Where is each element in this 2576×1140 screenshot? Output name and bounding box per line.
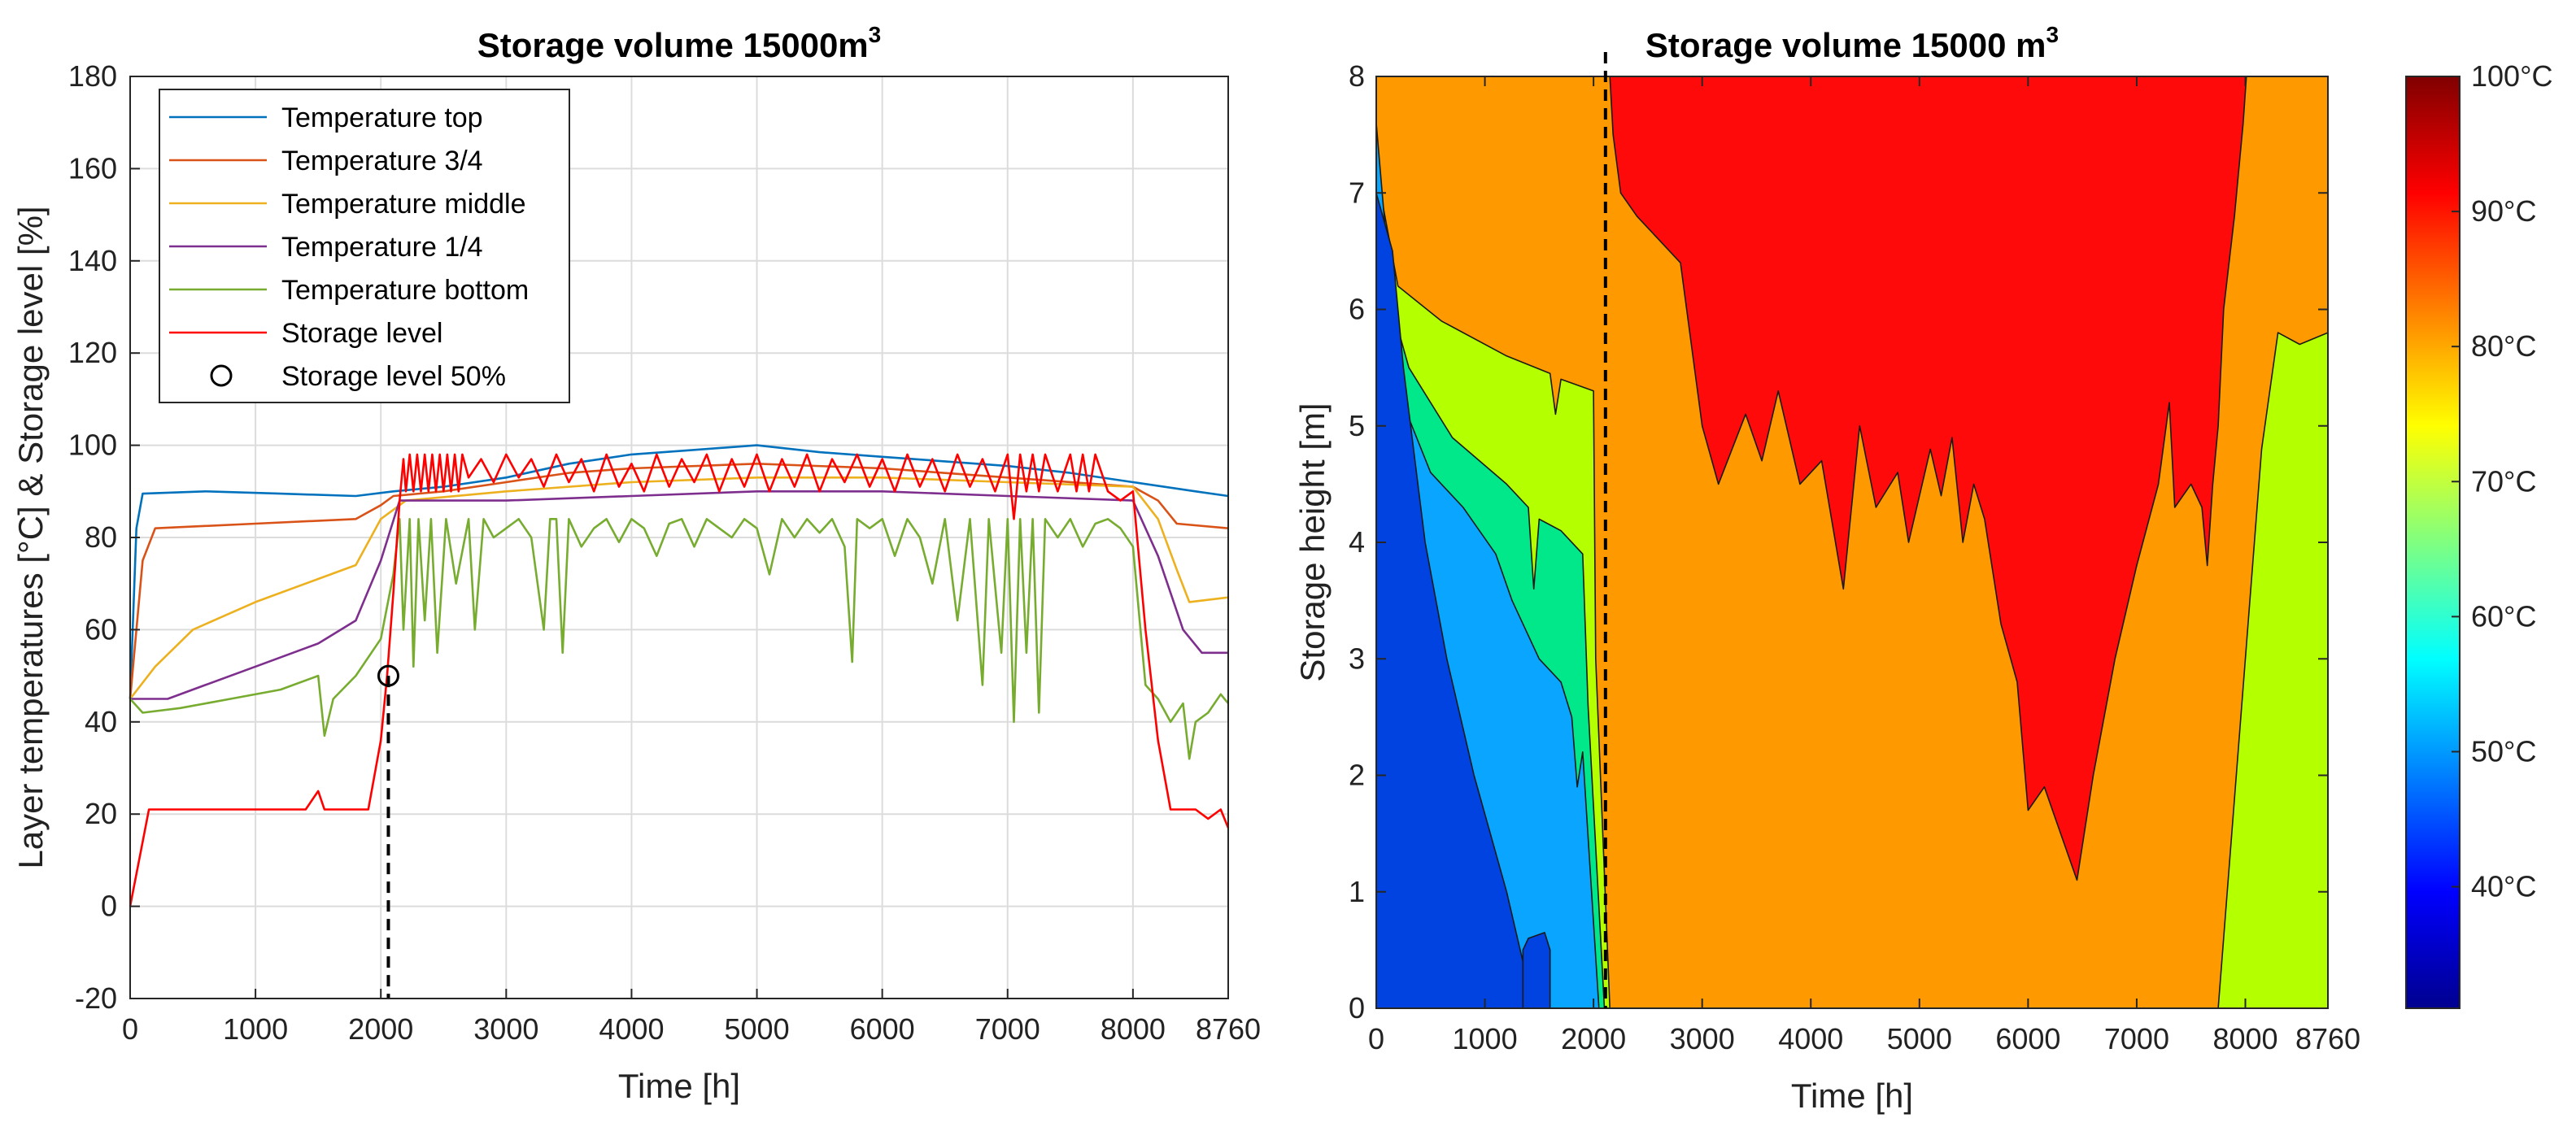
legend-label: Storage level 50% xyxy=(281,361,506,392)
legend-label: Temperature 1/4 xyxy=(281,232,483,263)
left-x-tick-label: 1000 xyxy=(223,1012,288,1046)
left-x-tick-label: 5000 xyxy=(725,1012,790,1046)
left-y-tick-label: 100 xyxy=(68,429,117,462)
series-line-temperature-3-4 xyxy=(129,463,1229,699)
legend-marker xyxy=(210,364,233,387)
right-y-tick-label: 6 xyxy=(1349,293,1365,326)
contour-region-40 xyxy=(1522,932,1551,1008)
series-line-temperature-middle xyxy=(129,476,1229,700)
colorbar-tick-label: 50°C xyxy=(2471,734,2536,768)
right-x-axis-label: Time [h] xyxy=(1791,1077,1913,1115)
right-y-tick-label: 8 xyxy=(1349,59,1365,93)
right-y-tick-label: 5 xyxy=(1349,409,1365,442)
left-y-tick-label: 140 xyxy=(68,244,117,277)
legend-label: Temperature 3/4 xyxy=(281,146,483,176)
colorbar-tick-label: 60°C xyxy=(2471,599,2536,633)
right-y-tick-label: 2 xyxy=(1349,759,1365,792)
left-y-tick-label: 120 xyxy=(68,336,117,369)
left-chart-title: Storage volume 15000m3 xyxy=(477,22,881,64)
right-y-axis-label: Storage height [m] xyxy=(1293,402,1332,681)
left-x-tick-label: 2000 xyxy=(348,1012,413,1046)
left-x-axis-label: Time [h] xyxy=(618,1067,740,1105)
series-line-temperature-1-4 xyxy=(130,490,1228,700)
right-y-tick-label: 3 xyxy=(1349,642,1365,675)
right-x-tick-label: 2000 xyxy=(1561,1022,1626,1055)
colorbar-tick-label: 40°C xyxy=(2471,870,2536,903)
right-chart-title: Storage volume 15000 m3 xyxy=(1645,22,2059,64)
right-x-ticks: 0 1000 2000 3000 4000 5000 6000 7000 8000 8760 xyxy=(1368,76,2360,1055)
right-chart: 0 1000 2000 3000 4000 5000 6000 7000 8000 8760 0 1… xyxy=(1293,22,2552,1115)
left-y-tick-label: 0 xyxy=(101,890,117,923)
legend-label: Temperature bottom xyxy=(281,275,529,306)
left-x-tick-label: 0 xyxy=(122,1012,138,1046)
left-y-tick-label: 160 xyxy=(68,151,117,185)
storage-level-50-marker xyxy=(377,664,399,687)
right-y-tick-label: 4 xyxy=(1349,525,1365,559)
left-y-tick-label: -20 xyxy=(75,981,117,1015)
colorbar-ticks: 40°C 50°C 60°C 70°C 80°C 90°C 100°C xyxy=(2452,59,2552,903)
right-x-tick-label: 8760 xyxy=(2295,1022,2360,1055)
left-legend: Temperature top Temperature 3/4 Temperatur… xyxy=(159,89,570,403)
left-y-ticks: -20 0 20 40 60 80 100 120 140 160 180 xyxy=(68,59,140,1015)
contour-region-70 xyxy=(2217,332,2328,1008)
left-y-axis-label: Layer temperatures [°C] & Storage level … xyxy=(11,206,50,868)
left-x-tick-label: 7000 xyxy=(975,1012,1040,1046)
left-x-tick-label: 3000 xyxy=(473,1012,538,1046)
series-line-temperature-bottom xyxy=(129,518,1230,760)
left-x-tick-label: 8760 xyxy=(1196,1012,1261,1046)
legend-label: Temperature middle xyxy=(281,189,525,220)
colorbar xyxy=(2405,76,2460,1009)
legend-label: Storage level xyxy=(281,318,442,349)
right-y-ticks: 0 1 2 3 4 5 6 7 8 xyxy=(1349,59,2328,1025)
right-x-tick-label: 4000 xyxy=(1778,1022,1843,1055)
contour-region-40 xyxy=(1376,192,1535,1008)
left-y-tick-label: 20 xyxy=(85,797,117,830)
right-y-tick-label: 0 xyxy=(1349,991,1365,1025)
right-x-tick-label: 7000 xyxy=(2104,1022,2169,1055)
colorbar-tick-label: 100°C xyxy=(2471,59,2552,93)
left-x-tick-label: 4000 xyxy=(599,1012,664,1046)
series-line-storage-level xyxy=(129,453,1230,907)
left-chart: 0 1000 2000 3000 4000 5000 6000 7000 8000 8760 -2… xyxy=(11,22,1261,1105)
right-y-tick-label: 1 xyxy=(1349,875,1365,908)
left-x-tick-label: 8000 xyxy=(1101,1012,1166,1046)
right-x-tick-label: 0 xyxy=(1368,1022,1384,1055)
right-contour-regions xyxy=(1376,76,2328,1008)
left-y-tick-label: 80 xyxy=(85,520,117,554)
left-x-ticks: 0 1000 2000 3000 4000 5000 6000 7000 8000 8760 xyxy=(122,989,1261,1046)
right-x-tick-label: 3000 xyxy=(1670,1022,1735,1055)
left-y-tick-label: 180 xyxy=(68,59,117,93)
right-x-tick-label: 6000 xyxy=(1995,1022,2060,1055)
legend-label: Temperature top xyxy=(281,102,483,133)
colorbar-tick-label: 70°C xyxy=(2471,464,2536,498)
right-x-tick-label: 5000 xyxy=(1887,1022,1952,1055)
left-series xyxy=(129,444,1230,999)
colorbar-tick-label: 90°C xyxy=(2471,194,2536,228)
left-x-tick-label: 6000 xyxy=(850,1012,915,1046)
right-y-tick-label: 7 xyxy=(1349,176,1365,209)
left-y-tick-label: 60 xyxy=(85,612,117,646)
right-x-tick-label: 8000 xyxy=(2212,1022,2277,1055)
contour-region-90 xyxy=(1609,76,2247,881)
series-line-temperature-top xyxy=(129,444,1229,699)
colorbar-tick-label: 80°C xyxy=(2471,329,2536,363)
right-x-tick-label: 1000 xyxy=(1453,1022,1518,1055)
left-y-tick-label: 40 xyxy=(85,705,117,738)
